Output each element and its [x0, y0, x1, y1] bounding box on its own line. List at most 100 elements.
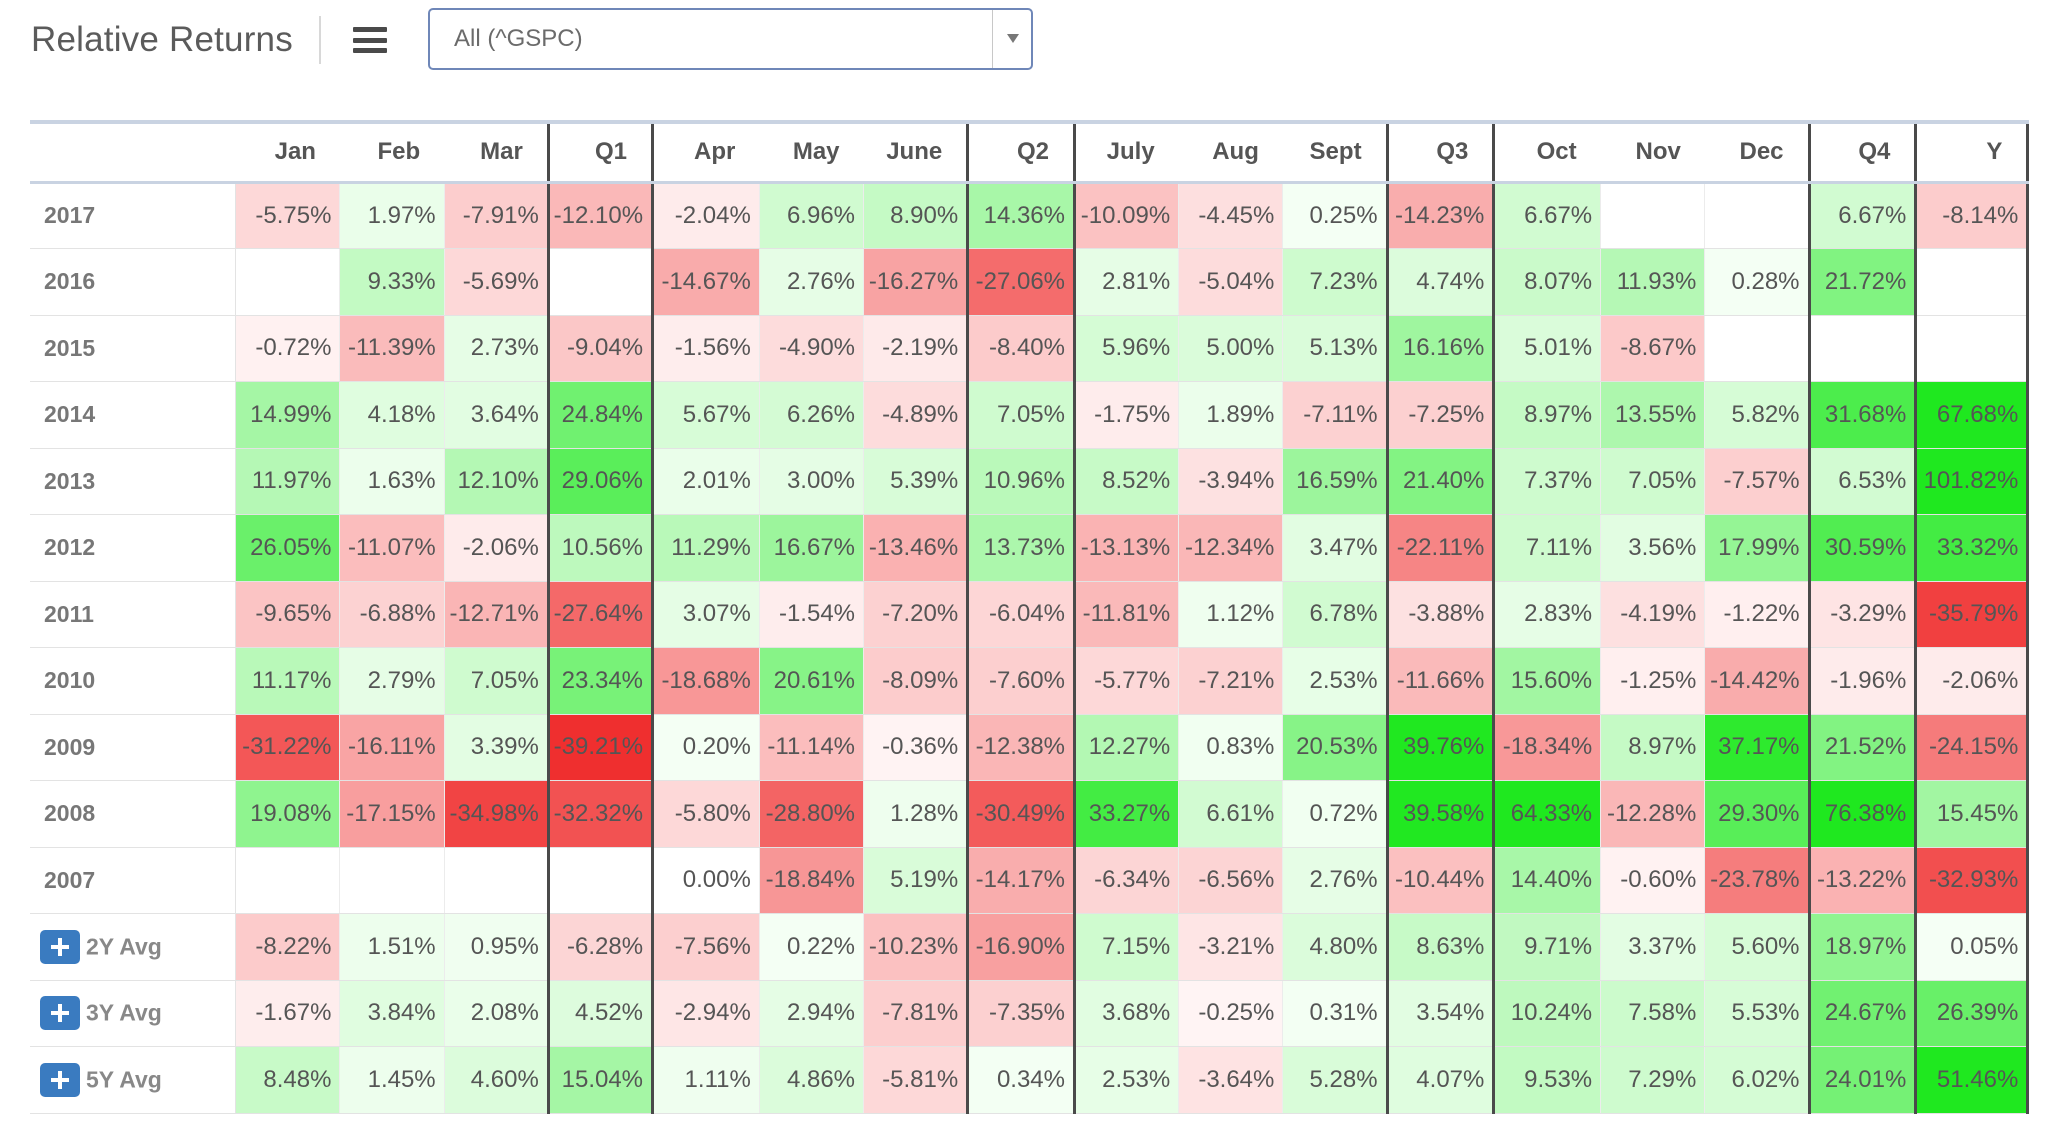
return-cell: 3.84%: [339, 980, 445, 1047]
table-row: 2009 -31.22% -16.11% 3.39% -39.21% 0.20% -11.1…: [30, 714, 2030, 781]
return-cell: -39.21%: [546, 714, 654, 781]
return-cell: -32.32%: [546, 780, 654, 848]
header-cell-q2[interactable]: Q2: [966, 120, 1075, 184]
header-cell-nov[interactable]: Nov: [1600, 120, 1705, 184]
return-cell: 8.48%: [235, 1046, 341, 1114]
return-cell: 2.73%: [444, 315, 549, 382]
return-cell: 8.52%: [1072, 448, 1180, 515]
return-cell: 0.95%: [444, 913, 549, 981]
return-cell: 64.33%: [1492, 780, 1602, 848]
return-cell: 2.76%: [759, 248, 865, 316]
return-cell: [235, 248, 341, 316]
return-cell: -6.28%: [546, 913, 654, 981]
return-cell: -11.07%: [339, 514, 445, 582]
return-cell: [339, 847, 445, 914]
return-cell: 8.90%: [863, 182, 969, 249]
return-cell: -11.14%: [759, 714, 865, 781]
return-cell: 1.51%: [339, 913, 445, 981]
header-cell-q3[interactable]: Q3: [1385, 120, 1494, 184]
header-cell-dec[interactable]: Dec: [1704, 120, 1810, 184]
return-cell: 0.34%: [966, 1046, 1075, 1114]
return-cell: 5.60%: [1704, 913, 1810, 981]
return-cell: 8.97%: [1600, 714, 1706, 781]
return-cell: -9.65%: [235, 581, 341, 648]
return-cell: 15.60%: [1492, 647, 1602, 715]
year-label: 2015: [30, 315, 237, 382]
return-cell: 3.68%: [1072, 980, 1180, 1047]
return-cell: 7.23%: [1282, 248, 1388, 316]
return-cell: -13.13%: [1072, 514, 1180, 582]
return-cell: -5.75%: [235, 182, 341, 249]
header-cell-june[interactable]: June: [863, 120, 968, 184]
return-cell: [1807, 315, 1917, 382]
return-cell: 7.15%: [1072, 913, 1180, 981]
return-cell: -5.69%: [444, 248, 549, 316]
return-cell: 3.47%: [1282, 514, 1388, 582]
header-cell-apr[interactable]: Apr: [651, 120, 760, 184]
return-cell: -31.22%: [235, 714, 341, 781]
header-cell-q4[interactable]: Q4: [1807, 120, 1916, 184]
return-cell: 16.67%: [759, 514, 865, 582]
return-cell: -3.88%: [1385, 581, 1495, 648]
header-cell-oct[interactable]: Oct: [1492, 120, 1601, 184]
return-cell: -7.56%: [651, 913, 760, 981]
expand-plus-icon[interactable]: [40, 996, 80, 1031]
hamburger-menu-icon[interactable]: [352, 27, 387, 53]
year-label: 2011: [30, 581, 237, 648]
return-cell: 3.56%: [1600, 514, 1706, 582]
expand-plus-icon[interactable]: [40, 1062, 80, 1097]
return-cell: -1.96%: [1807, 647, 1917, 715]
header-cell-july[interactable]: July: [1072, 120, 1179, 184]
return-cell: 5.28%: [1282, 1046, 1388, 1114]
header-cell-y[interactable]: Y: [1914, 120, 2030, 184]
header-cell-may[interactable]: May: [759, 120, 864, 184]
return-cell: 0.28%: [1704, 248, 1810, 316]
return-cell: -14.23%: [1385, 182, 1495, 249]
return-cell: [1600, 182, 1706, 249]
return-cell: -8.09%: [863, 647, 969, 715]
header-cell-feb[interactable]: Feb: [339, 120, 445, 184]
return-cell: -18.84%: [759, 847, 865, 914]
return-cell: 51.46%: [1914, 1046, 2030, 1114]
header-cell-jan[interactable]: Jan: [235, 120, 340, 184]
return-cell: 1.45%: [339, 1046, 445, 1114]
return-cell: -7.60%: [966, 647, 1075, 715]
return-cell: 6.67%: [1807, 182, 1917, 249]
return-cell: 0.83%: [1178, 714, 1284, 781]
return-cell: -18.68%: [651, 647, 760, 715]
table-row: 2017 -5.75% 1.97% -7.91% -12.10% -2.04% 6.96% 8…: [30, 182, 2030, 249]
return-cell: -12.38%: [966, 714, 1075, 781]
return-cell: 67.68%: [1914, 381, 2030, 449]
header-cell-sept[interactable]: Sept: [1282, 120, 1388, 184]
return-cell: 6.96%: [759, 182, 865, 249]
return-cell: 33.32%: [1914, 514, 2030, 582]
return-cell: 18.97%: [1807, 913, 1917, 981]
return-cell: 3.37%: [1600, 913, 1706, 981]
return-cell: [1704, 182, 1810, 249]
return-cell: 10.96%: [966, 448, 1075, 515]
header-cell-q1[interactable]: Q1: [546, 120, 653, 184]
dropdown-arrow-icon[interactable]: [1007, 34, 1019, 43]
return-cell: 39.76%: [1385, 714, 1495, 781]
return-cell: 30.59%: [1807, 514, 1917, 582]
return-cell: -1.22%: [1704, 581, 1810, 648]
select-divider: [992, 10, 993, 68]
return-cell: 10.56%: [546, 514, 654, 582]
return-cell: 15.45%: [1914, 780, 2030, 848]
return-cell: -2.19%: [863, 315, 969, 382]
return-cell: -18.34%: [1492, 714, 1602, 781]
return-cell: 7.58%: [1600, 980, 1706, 1047]
avg-row-label: 2Y Avg: [30, 913, 237, 981]
return-cell: -7.20%: [863, 581, 969, 648]
symbol-select[interactable]: All (^GSPC): [428, 8, 1033, 70]
expand-plus-icon[interactable]: [40, 929, 80, 964]
header-cell-mar[interactable]: Mar: [444, 120, 549, 184]
avg-label-text: 2Y Avg: [86, 933, 162, 960]
return-cell: -5.80%: [651, 780, 760, 848]
return-cell: 2.53%: [1282, 647, 1388, 715]
table-row: 2015 -0.72% -11.39% 2.73% -9.04% -1.56% -4.90%…: [30, 315, 2030, 382]
return-cell: -6.34%: [1072, 847, 1180, 914]
return-cell: 2.81%: [1072, 248, 1180, 316]
header-cell-aug[interactable]: Aug: [1178, 120, 1283, 184]
year-label: 2010: [30, 647, 237, 715]
